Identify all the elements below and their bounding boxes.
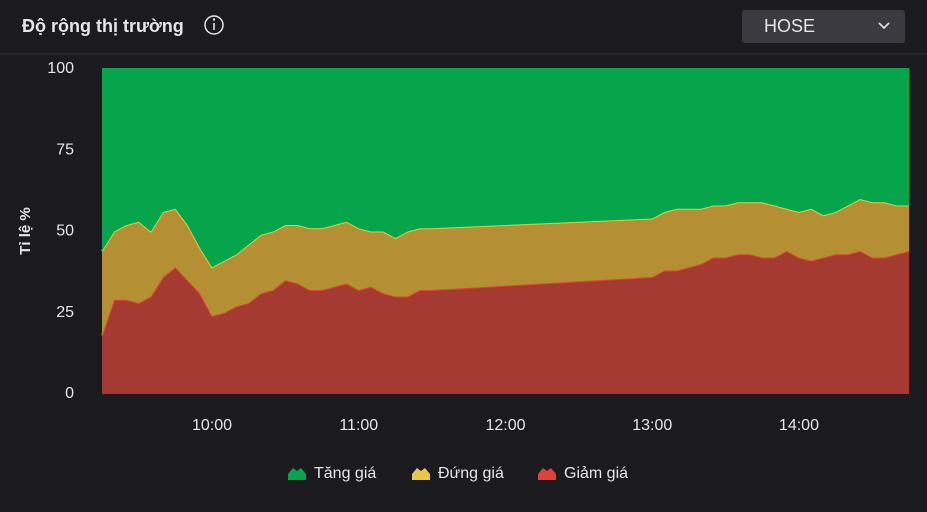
legend-label: Đứng giá — [438, 465, 504, 482]
legend-swatch — [288, 468, 306, 480]
dropdown-value: HOSE — [764, 16, 815, 36]
legend-item[interactable]: Tăng giá — [288, 465, 376, 482]
info-icon[interactable] — [204, 15, 224, 35]
legend-item[interactable]: Giảm giá — [538, 465, 628, 482]
x-tick-label: 11:00 — [339, 417, 378, 434]
y-tick-label: 25 — [56, 304, 74, 321]
area-line — [101, 197, 909, 269]
y-axis-label: Tỉ lệ % — [17, 207, 34, 255]
legend-swatch — [412, 468, 430, 480]
x-tick-label: 13:00 — [632, 417, 672, 434]
area — [102, 69, 909, 268]
x-tick-label: 14:00 — [779, 417, 819, 434]
chart-title: Độ rộng thị trường — [22, 16, 184, 36]
legend-item[interactable]: Đứng giá — [412, 465, 504, 482]
legend-label: Giảm giá — [564, 465, 628, 482]
y-tick-label: 0 — [65, 385, 74, 402]
y-tick-label: 100 — [47, 60, 74, 77]
legend-swatch — [538, 468, 556, 480]
y-tick-label: 75 — [56, 141, 74, 158]
legend-label: Tăng giá — [314, 465, 376, 482]
y-tick-label: 50 — [56, 223, 74, 240]
area — [102, 199, 909, 336]
dropdown[interactable]: HOSE — [742, 10, 905, 43]
x-tick-label: 12:00 — [485, 417, 525, 434]
x-tick-label: 10:00 — [192, 417, 232, 434]
